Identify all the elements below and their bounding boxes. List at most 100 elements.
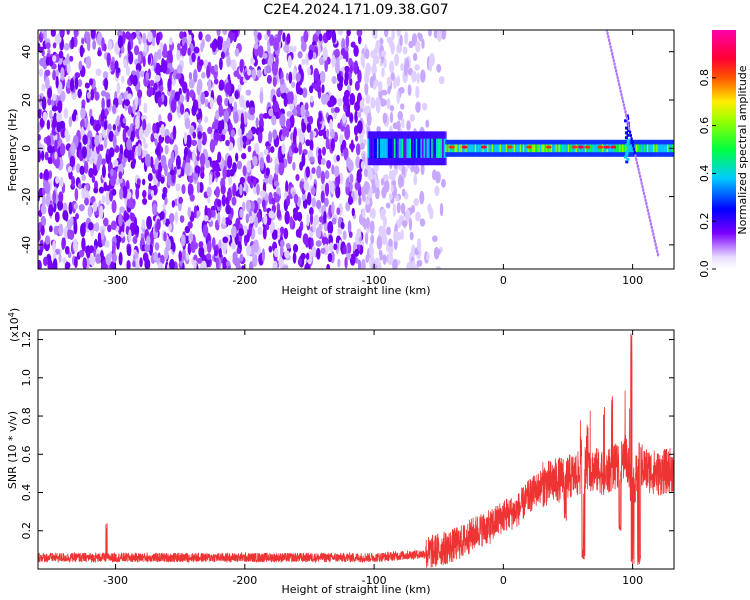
heatmap-cell <box>417 32 421 40</box>
heatmap-cell <box>99 144 104 152</box>
heatmap-cell <box>292 161 296 171</box>
snr-background <box>38 330 674 569</box>
heatmap-spike-cell <box>626 133 630 137</box>
heatmap-band-core <box>494 144 498 153</box>
heatmap-cell <box>421 102 428 111</box>
heatmap-cell <box>194 165 199 174</box>
heatmap-cell <box>354 101 359 112</box>
heatmap-cell <box>189 78 195 89</box>
heatmap-cell <box>167 112 173 122</box>
heatmap-spike-cell <box>625 131 629 135</box>
heatmap-cell <box>198 246 205 258</box>
heatmap-y-label: Frequency (Hz) <box>6 109 19 192</box>
heatmap-cell <box>271 115 277 126</box>
heatmap-band-core <box>415 138 419 158</box>
heatmap-cell <box>77 88 83 99</box>
heatmap-cell <box>320 247 326 254</box>
heatmap-cell <box>278 162 285 176</box>
heatmap-cell <box>336 207 341 215</box>
heatmap-band-core <box>656 144 660 153</box>
heatmap-band-core <box>649 144 653 153</box>
heatmap-cell <box>66 63 71 75</box>
heatmap-cell <box>243 225 248 236</box>
heatmap-band-core <box>383 138 387 158</box>
heatmap-cell <box>164 246 169 261</box>
heatmap-cell <box>152 203 158 216</box>
heatmap-cell <box>132 260 137 268</box>
heatmap-trace-cell <box>617 82 621 87</box>
heatmap-cell <box>360 161 365 170</box>
heatmap-cell <box>160 176 165 184</box>
heatmap-band-core <box>569 144 573 153</box>
heatmap-cell <box>321 146 327 156</box>
heatmap-cell <box>41 96 47 111</box>
heatmap-cell <box>88 167 94 178</box>
heatmap-hot-cell <box>610 145 617 149</box>
heatmap-band-core <box>654 144 658 153</box>
heatmap-band-core <box>522 144 526 153</box>
heatmap-cell <box>191 104 197 117</box>
heatmap-hot-cell <box>461 145 468 149</box>
heatmap-band-core <box>643 144 647 153</box>
heatmap-cell <box>273 180 280 187</box>
heatmap-cell <box>110 220 117 231</box>
heatmap-cell <box>269 146 275 154</box>
heatmap-cell <box>48 204 54 217</box>
heatmap-cell <box>207 126 213 135</box>
heatmap-band-core <box>634 144 638 153</box>
heatmap-trace-cell <box>645 201 648 206</box>
heatmap-cell <box>320 170 326 185</box>
heatmap-band-core <box>663 144 667 153</box>
heatmap-cell <box>160 254 165 265</box>
heatmap-cell <box>118 171 123 180</box>
heatmap-cell <box>289 216 294 230</box>
heatmap-cell <box>100 158 107 166</box>
heatmap-cell <box>236 247 241 254</box>
heatmap-cell <box>297 258 303 266</box>
heatmap-band-core <box>369 138 373 158</box>
heatmap-cell <box>192 149 196 163</box>
heatmap-band-core <box>473 144 477 153</box>
heatmap-band-core <box>497 144 501 153</box>
heatmap-cell <box>88 222 94 231</box>
heatmap-cell <box>247 175 252 184</box>
heatmap-y-tick-label: 40 <box>20 45 33 59</box>
heatmap-cell <box>154 157 160 171</box>
heatmap-cell <box>337 97 343 107</box>
heatmap-cell <box>135 30 140 39</box>
heatmap-cell <box>103 43 107 52</box>
heatmap-cell <box>43 169 50 181</box>
heatmap-cell <box>353 45 359 57</box>
heatmap-cell <box>129 196 134 210</box>
heatmap-band-core <box>465 144 469 153</box>
heatmap-cell <box>102 217 109 227</box>
heatmap-cell <box>83 160 89 174</box>
heatmap-trace-cell <box>619 89 622 94</box>
heatmap-cell <box>55 75 59 89</box>
heatmap-cell <box>349 182 353 192</box>
heatmap-band-core <box>438 138 442 158</box>
heatmap-cell <box>369 220 375 235</box>
heatmap-cell <box>278 157 284 165</box>
heatmap-band-core <box>564 144 568 153</box>
heatmap-cell <box>243 111 248 125</box>
heatmap-cell <box>85 56 92 69</box>
heatmap-cell <box>316 247 321 260</box>
heatmap-cell <box>354 187 358 202</box>
heatmap-cell <box>68 201 73 215</box>
heatmap-cell <box>349 253 356 266</box>
heatmap-hot-cell <box>545 145 552 149</box>
heatmap-band-core <box>639 144 643 153</box>
heatmap-cell <box>404 209 411 223</box>
heatmap-cell <box>137 53 142 63</box>
heatmap-cell <box>42 111 48 122</box>
heatmap-x-label: Height of straight line (km) <box>281 284 430 297</box>
heatmap-cell <box>94 222 100 232</box>
heatmap-band-core <box>378 138 382 158</box>
heatmap-cell <box>334 61 340 75</box>
heatmap-band-core <box>629 144 633 153</box>
heatmap-cell <box>295 72 301 83</box>
heatmap-cell <box>323 197 329 207</box>
heatmap-cell <box>154 139 158 147</box>
heatmap-cell <box>70 36 75 49</box>
